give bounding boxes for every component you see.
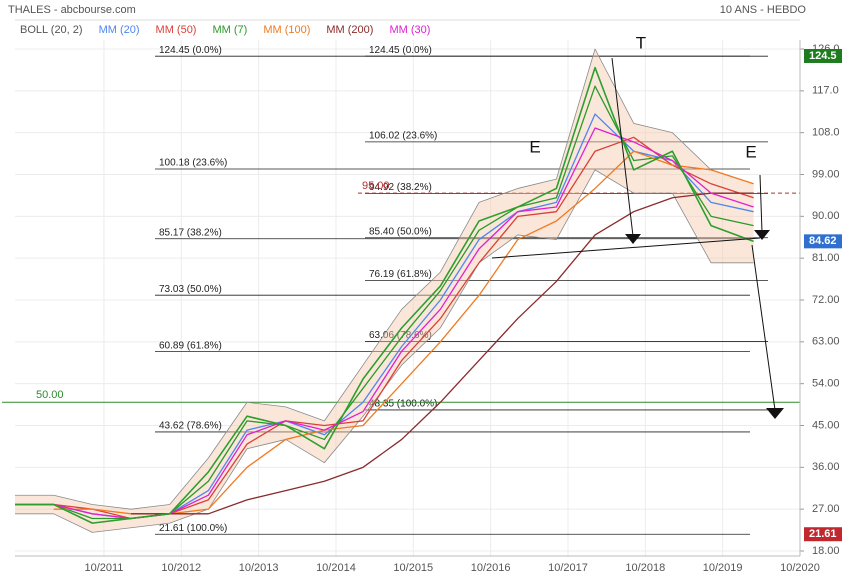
annotation: E [745, 142, 756, 161]
legend-entry: MM (20) [99, 24, 140, 36]
fib-label: 106.02 (23.6%) [369, 131, 437, 142]
price-badge-label: 84.62 [809, 235, 837, 247]
fib-label: 94.92 (38.2%) [369, 182, 432, 193]
x-tick-label: 10/2017 [548, 562, 588, 574]
y-tick-label: 81.00 [812, 252, 840, 264]
arrow [754, 230, 770, 240]
price-badge-label: 124.5 [809, 50, 837, 62]
x-tick-label: 10/2011 [84, 562, 123, 574]
fib-label: 43.62 (78.6%) [159, 421, 222, 432]
trend-lines [491, 57, 776, 411]
fib-label: 73.03 (50.0%) [159, 284, 222, 295]
chart-title: THALES - abcbourse.com [8, 4, 136, 16]
arrow [766, 408, 784, 419]
annotation: E [529, 137, 540, 156]
fib-label: 124.45 (0.0%) [159, 45, 222, 56]
legend-entry: BOLL (20, 2) [20, 24, 83, 36]
x-tick-label: 10/2016 [471, 562, 511, 574]
price-line [15, 66, 754, 524]
fib-label: 21.61 (100.0%) [159, 523, 227, 534]
legend-entry: MM (200) [326, 24, 373, 36]
price-badge [804, 48, 842, 63]
x-tick-label: 10/2018 [625, 562, 665, 574]
fib-label: 85.40 (50.0%) [369, 226, 432, 237]
y-tick-label: 45.00 [812, 419, 840, 431]
price-badge [804, 234, 842, 249]
arrow [625, 234, 641, 244]
legend-entry: MM (100) [263, 24, 310, 36]
y-tick-label: 72.00 [812, 294, 840, 306]
x-tick-label: 10/2019 [703, 562, 743, 574]
y-tick-label: 90.00 [812, 210, 840, 222]
y-tick-label: 99.00 [812, 168, 840, 180]
band-fill [15, 49, 754, 533]
fib-label: 85.17 (38.2%) [159, 227, 222, 238]
x-tick-label: 10/2014 [316, 562, 356, 574]
price-badge [804, 527, 842, 542]
fibonacci-levels: 124.45 (0.0%) 100.18 (23.6%) 85.17 (38.2%)… [2, 45, 800, 535]
fib-label: 76.19 (61.8%) [369, 269, 432, 280]
moving-average [131, 192, 754, 515]
legend-entry: MM (30) [389, 24, 430, 36]
annotation: T [636, 33, 646, 52]
band-upper [15, 48, 754, 510]
x-tick-label: 10/2015 [393, 562, 433, 574]
x-tick-label: 10/2013 [239, 562, 279, 574]
arrows [625, 230, 784, 419]
horizontal-line-label: 95.00 [362, 180, 390, 192]
legend-entry: MM (7) [212, 24, 247, 36]
fib-label: 100.18 (23.6%) [159, 158, 227, 169]
y-tick-label: 117.0 [812, 85, 839, 97]
y-tick-label: 36.00 [812, 461, 840, 473]
fib-label: 63.06 (78.6%) [369, 330, 432, 341]
neckline [491, 237, 761, 259]
trend-line [759, 174, 763, 233]
fib-label: 48.35 (100.0%) [369, 399, 437, 410]
legend: BOLL (20, 2) MM (20) MM (50) MM (7) MM (100)… [20, 24, 430, 36]
x-tick-label: 10/2012 [161, 562, 201, 574]
y-tick-label: 63.00 [812, 336, 840, 348]
y-tick-label: 27.00 [812, 503, 840, 515]
y-tick-label: 18.00 [812, 545, 840, 557]
price-badge-label: 21.61 [809, 528, 837, 540]
chart-subtitle: 10 ANS - HEBDO [720, 4, 807, 16]
legend-entry: MM (50) [156, 24, 197, 36]
trend-line [611, 57, 634, 237]
trend-line [751, 244, 776, 411]
fib-label: 124.45 (0.0%) [369, 45, 432, 56]
fib-label: 60.89 (61.8%) [159, 340, 222, 351]
horizontal-line-label: 50.00 [36, 389, 64, 401]
x-tick-label: 10/2020 [780, 562, 820, 574]
y-tick-label: 54.00 [812, 378, 840, 390]
y-tick-label: 108.0 [812, 127, 840, 139]
